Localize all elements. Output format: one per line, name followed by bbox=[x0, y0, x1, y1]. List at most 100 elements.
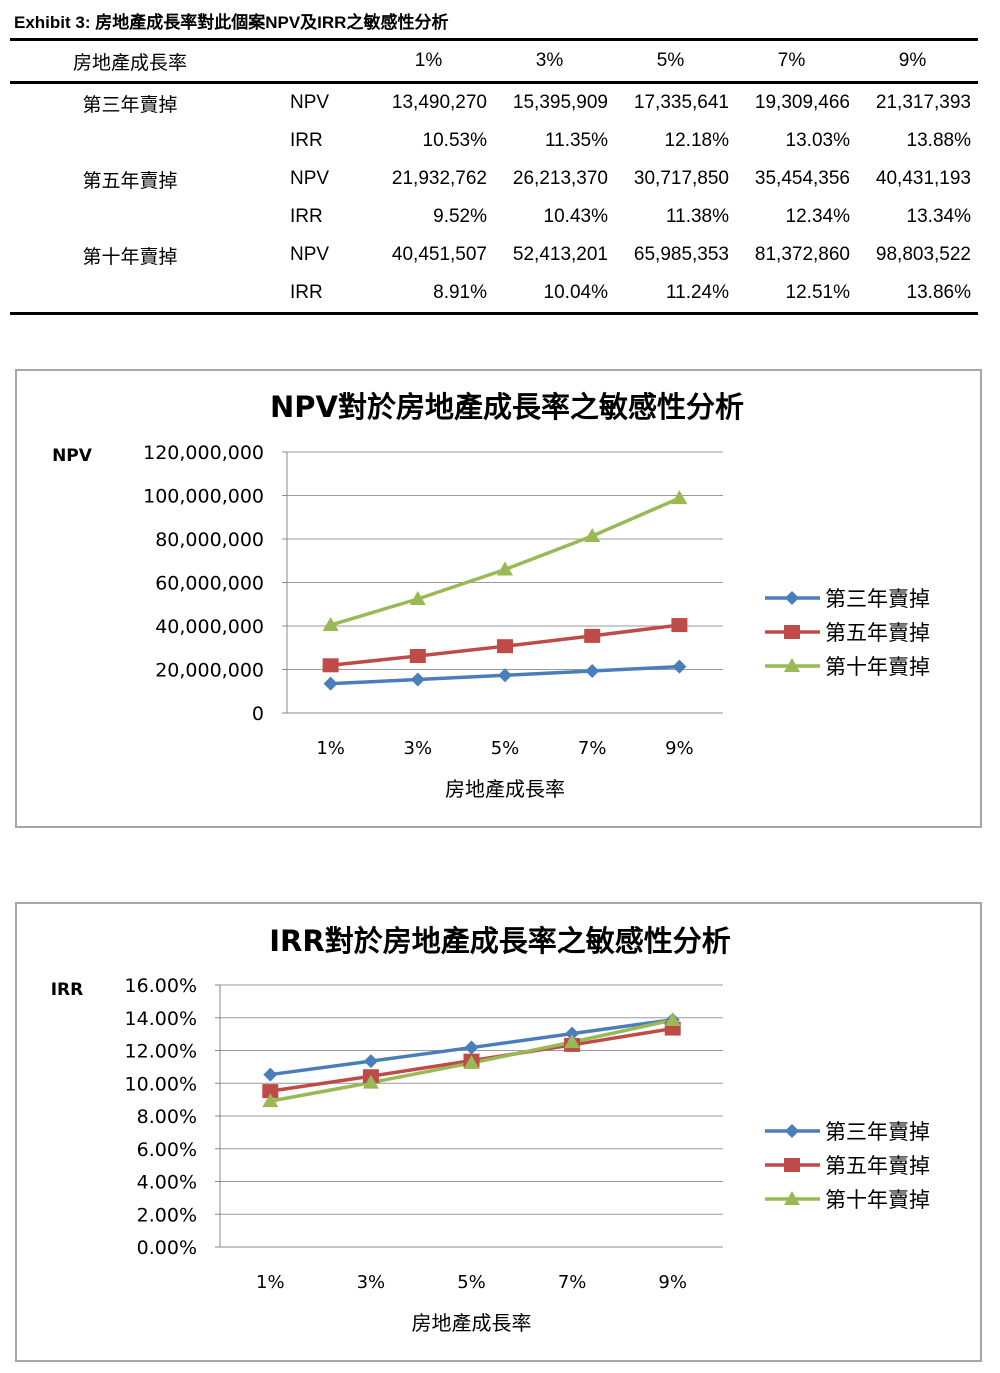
diamond-marker bbox=[498, 668, 512, 683]
square-marker bbox=[671, 618, 688, 633]
x-axis-title: 房地產成長率 bbox=[412, 1311, 532, 1335]
square-marker bbox=[409, 648, 426, 663]
triangle-marker bbox=[322, 617, 339, 632]
table-cell: 98,803,522 bbox=[875, 244, 971, 265]
table-cell: 11.35% bbox=[544, 130, 608, 151]
triangle-marker bbox=[784, 1191, 800, 1205]
y-tick-label: 8.00% bbox=[137, 1106, 197, 1128]
table-cell: 13.88% bbox=[906, 130, 971, 151]
table-cell: 12.18% bbox=[664, 130, 729, 151]
table-header-row: 房地產成長率 1% 3% 5% 7% 9% bbox=[10, 41, 978, 81]
y-tick-label: 20,000,000 bbox=[155, 660, 264, 682]
table-cell: 35,454,356 bbox=[754, 168, 850, 189]
x-tick-label: 3% bbox=[357, 1272, 386, 1293]
diamond-marker bbox=[565, 1026, 580, 1041]
x-tick-label: 3% bbox=[404, 738, 433, 759]
y-tick-label: 2.00% bbox=[137, 1204, 197, 1226]
diamond-marker bbox=[410, 672, 425, 687]
table-cell: 13.34% bbox=[906, 206, 971, 227]
square-marker bbox=[262, 1084, 279, 1099]
table-cell: 13.86% bbox=[906, 282, 971, 303]
legend-label: 第五年賣掉 bbox=[825, 1154, 930, 1178]
column-header: 9% bbox=[898, 50, 927, 71]
y-tick-label: 4.00% bbox=[137, 1172, 197, 1194]
x-tick-label: 1% bbox=[316, 738, 345, 759]
npv-chart-svg: NPV對於房地產成長率之敏感性分析 NPV 0 20,000,000 40,000,00… bbox=[52, 390, 930, 801]
y-axis-title: IRR bbox=[51, 980, 84, 1000]
y-tick-label: 10.00% bbox=[125, 1073, 197, 1095]
table-cell: 8.91% bbox=[433, 282, 487, 303]
y-tick-label: 80,000,000 bbox=[155, 529, 264, 551]
table-cell: 12.34% bbox=[785, 206, 850, 227]
y-tick-label: 6.00% bbox=[137, 1139, 197, 1161]
irr-chart: IRR對於房地產成長率之敏感性分析 IRR 0.00% 2.00% 4.00% 6.00%… bbox=[15, 902, 982, 1362]
row-metric-label: IRR bbox=[290, 130, 323, 151]
column-header: 3% bbox=[535, 50, 564, 71]
triangle-marker bbox=[664, 1012, 681, 1027]
table-cell: 10.43% bbox=[543, 206, 608, 227]
table-cell: 21,932,762 bbox=[391, 168, 487, 189]
x-tick-label: 9% bbox=[665, 738, 694, 759]
triangle-marker bbox=[362, 1074, 379, 1089]
y-tick-label: 100,000,000 bbox=[143, 486, 264, 508]
y-tick-label: 16.00% bbox=[125, 975, 197, 997]
legend-label: 第十年賣掉 bbox=[825, 655, 930, 679]
y-tick-label: 40,000,000 bbox=[155, 616, 264, 638]
square-marker bbox=[784, 625, 800, 639]
diamond-marker bbox=[464, 1040, 479, 1055]
table-row: IRR 8.91% 10.04% 11.24% 12.51% 13.86% bbox=[10, 274, 978, 312]
row-metric-label: IRR bbox=[290, 282, 323, 303]
table-cell: 19,309,466 bbox=[754, 92, 850, 113]
triangle-marker bbox=[497, 561, 513, 576]
table-row: 第十年賣掉 NPV 40,451,507 52,413,201 65,985,353 81… bbox=[10, 236, 978, 274]
y-axis-title: NPV bbox=[52, 446, 93, 466]
square-marker bbox=[584, 628, 601, 643]
triangle-marker bbox=[671, 490, 688, 505]
chart-title: NPV對於房地產成長率之敏感性分析 bbox=[270, 390, 744, 424]
diamond-marker bbox=[785, 1124, 799, 1138]
table-row: 第三年賣掉 NPV 13,490,270 15,395,909 17,335,641 19… bbox=[10, 84, 978, 122]
table-cell: 21,317,393 bbox=[875, 92, 971, 113]
table-cell: 13,490,270 bbox=[391, 92, 487, 113]
table-body: 第三年賣掉 NPV 13,490,270 15,395,909 17,335,641 19… bbox=[10, 84, 978, 312]
triangle-marker bbox=[564, 1034, 581, 1049]
row-group-label: 第三年賣掉 bbox=[82, 94, 178, 116]
y-tick-label: 14.00% bbox=[125, 1008, 197, 1030]
x-axis-title: 房地產成長率 bbox=[445, 777, 565, 801]
row-metric-label: NPV bbox=[290, 244, 330, 265]
table-cell: 13.03% bbox=[785, 130, 850, 151]
table-bottom-rule bbox=[10, 312, 978, 315]
x-tick-label: 5% bbox=[457, 1272, 486, 1293]
table-cell: 30,717,850 bbox=[633, 168, 729, 189]
column-header: 7% bbox=[777, 50, 806, 71]
row-metric-label: NPV bbox=[290, 92, 330, 113]
triangle-marker bbox=[784, 658, 800, 672]
diamond-marker bbox=[785, 591, 799, 605]
legend-label: 第十年賣掉 bbox=[825, 1188, 930, 1212]
table-cell: 52,413,201 bbox=[512, 244, 608, 265]
x-tick-label: 1% bbox=[256, 1272, 285, 1293]
column-header: 1% bbox=[414, 50, 443, 71]
table-cell: 12.51% bbox=[785, 282, 850, 303]
diamond-marker bbox=[672, 659, 687, 674]
y-tick-label: 120,000,000 bbox=[143, 442, 264, 464]
table-cell: 40,431,193 bbox=[875, 168, 971, 189]
table-top-rule bbox=[10, 38, 978, 41]
diamond-marker bbox=[585, 664, 600, 679]
x-tick-label: 5% bbox=[491, 738, 520, 759]
diamond-marker bbox=[323, 676, 338, 691]
table-cell: 10.53% bbox=[422, 130, 487, 151]
triangle-marker bbox=[409, 591, 426, 606]
chart-title: IRR對於房地產成長率之敏感性分析 bbox=[269, 924, 730, 958]
npv-chart: NPV對於房地產成長率之敏感性分析 NPV 0 20,000,000 40,000,00… bbox=[15, 369, 982, 828]
y-tick-label: 0 bbox=[252, 703, 264, 725]
table-cell: 26,213,370 bbox=[512, 168, 608, 189]
y-tick-label: 0.00% bbox=[137, 1237, 197, 1259]
triangle-marker bbox=[584, 528, 601, 543]
irr-chart-svg: IRR對於房地產成長率之敏感性分析 IRR 0.00% 2.00% 4.00% 6.00%… bbox=[51, 924, 930, 1335]
legend-label: 第三年賣掉 bbox=[825, 1120, 930, 1144]
row-metric-label: NPV bbox=[290, 168, 330, 189]
row-group-label: 第十年賣掉 bbox=[82, 246, 178, 268]
diamond-marker bbox=[363, 1054, 378, 1069]
triangle-marker bbox=[463, 1054, 480, 1069]
